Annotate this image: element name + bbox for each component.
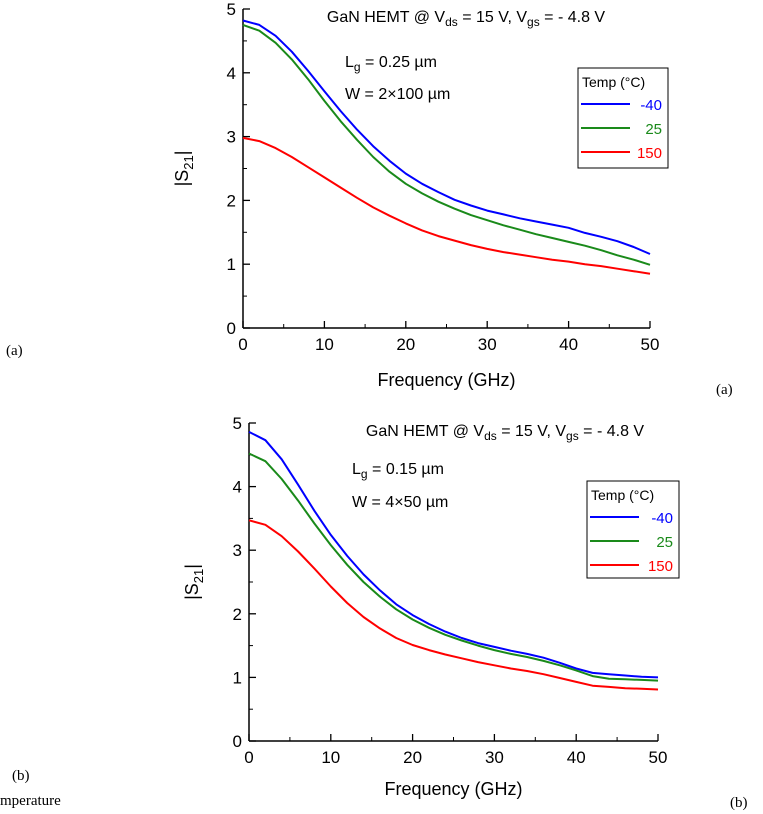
legend-label-25: 25 [656, 534, 673, 551]
legend-label-25: 25 [645, 121, 662, 138]
chart-panel-b: 0 10 20 30 40 50 0 1 2 3 4 5 Frequency (GHz) |S21| GaN… [182, 414, 680, 799]
y-axis-label-end: | [182, 564, 202, 569]
y-tick-label: 4 [233, 478, 242, 497]
title-part: = - 4.8 V [579, 423, 645, 440]
legend-title: Temp (°C) [582, 74, 645, 90]
x-tick-label: 50 [641, 335, 660, 354]
x-axis-label: Frequency (GHz) [384, 779, 522, 799]
legend: Temp (°C) -40 25 150 [577, 67, 669, 169]
y-tick-label: 0 [227, 319, 236, 338]
x-tick-label: 30 [478, 335, 497, 354]
title-part: GaN HEMT @ V [366, 423, 485, 440]
x-axis-label: Frequency (GHz) [377, 370, 515, 390]
x-tick-label: 0 [238, 335, 247, 354]
panel-label-left-b: (b) [12, 768, 30, 784]
annotation-subscript: g [354, 60, 361, 74]
annotation-part: = 0.15 µm [368, 461, 444, 478]
x-tick-label: 40 [567, 748, 586, 767]
legend-label--40: -40 [640, 97, 662, 114]
y-tick-label: 3 [233, 541, 242, 560]
chart-title: GaN HEMT @ Vds = 15 V, Vgs = - 4.8 V [327, 9, 606, 29]
title-subscript: ds [484, 429, 497, 443]
legend-label-150: 150 [637, 145, 662, 162]
y-axis-label: |S21| [172, 151, 196, 187]
y-tick-label: 0 [233, 732, 242, 751]
y-axis-label-main: |S [182, 583, 202, 600]
y-tick-label: 4 [227, 64, 236, 83]
annotation-subscript: g [361, 467, 368, 481]
y-axis-label: |S21| [182, 564, 206, 600]
y-axis-label-main: |S [172, 170, 192, 187]
y-tick-label: 2 [227, 191, 236, 210]
title-subscript: gs [527, 15, 540, 29]
legend-label-150: 150 [648, 558, 673, 575]
series-line--40 [242, 19, 651, 255]
title-subscript: ds [445, 15, 458, 29]
annotation-part: L [352, 461, 361, 478]
clipped-caption-text: mperature [0, 793, 61, 809]
legend-box [586, 480, 680, 579]
panel-label-right-a: (a) [716, 382, 733, 398]
y-tick-label: 5 [227, 0, 236, 19]
x-tick-label: 0 [244, 748, 253, 767]
y-axis-label-sub: 21 [191, 569, 206, 583]
series-line-150 [242, 136, 651, 275]
x-tick-label: 30 [485, 748, 504, 767]
x-tick-label: 40 [559, 335, 578, 354]
x-tick-label: 50 [649, 748, 668, 767]
series-line-150 [248, 519, 659, 691]
gate-width-annotation: W = 2×100 µm [345, 86, 450, 103]
y-tick-label: 1 [227, 255, 236, 274]
y-tick-label: 3 [227, 128, 236, 147]
title-part: GaN HEMT @ V [327, 9, 446, 26]
chart-panel-a: 0 10 20 30 40 50 0 1 2 3 4 5 Frequency (GHz) |S21| GaN… [172, 0, 669, 390]
panel-label-right-b: (b) [730, 795, 748, 811]
legend: Temp (°C) -40 25 150 [586, 480, 680, 579]
y-tick-label: 1 [233, 668, 242, 687]
annotation-part: = 0.25 µm [361, 54, 437, 71]
legend-title: Temp (°C) [591, 487, 654, 503]
y-tick-label: 2 [233, 605, 242, 624]
annotation-part: L [345, 54, 354, 71]
x-tick-label: 10 [321, 748, 340, 767]
series-line-25 [248, 452, 659, 682]
y-axis-label-end: | [172, 151, 192, 156]
gate-width-annotation: W = 4×50 µm [352, 494, 448, 511]
title-part: = 15 V, V [458, 9, 528, 26]
y-axis-label-sub: 21 [181, 155, 196, 169]
x-tick-label: 10 [315, 335, 334, 354]
x-tick-label: 20 [403, 748, 422, 767]
gate-length-annotation: Lg = 0.15 µm [352, 461, 444, 481]
chart-title: GaN HEMT @ Vds = 15 V, Vgs = - 4.8 V [366, 423, 645, 443]
gate-length-annotation: Lg = 0.25 µm [345, 54, 437, 74]
x-tick-label: 20 [396, 335, 415, 354]
series-line-25 [242, 23, 651, 266]
series-line--40 [248, 431, 659, 679]
y-tick-label: 5 [233, 414, 242, 433]
title-subscript: gs [566, 429, 579, 443]
legend-label--40: -40 [651, 510, 673, 527]
panel-label-left-a: (a) [6, 343, 23, 359]
title-part: = 15 V, V [497, 423, 567, 440]
title-part: = - 4.8 V [540, 9, 606, 26]
